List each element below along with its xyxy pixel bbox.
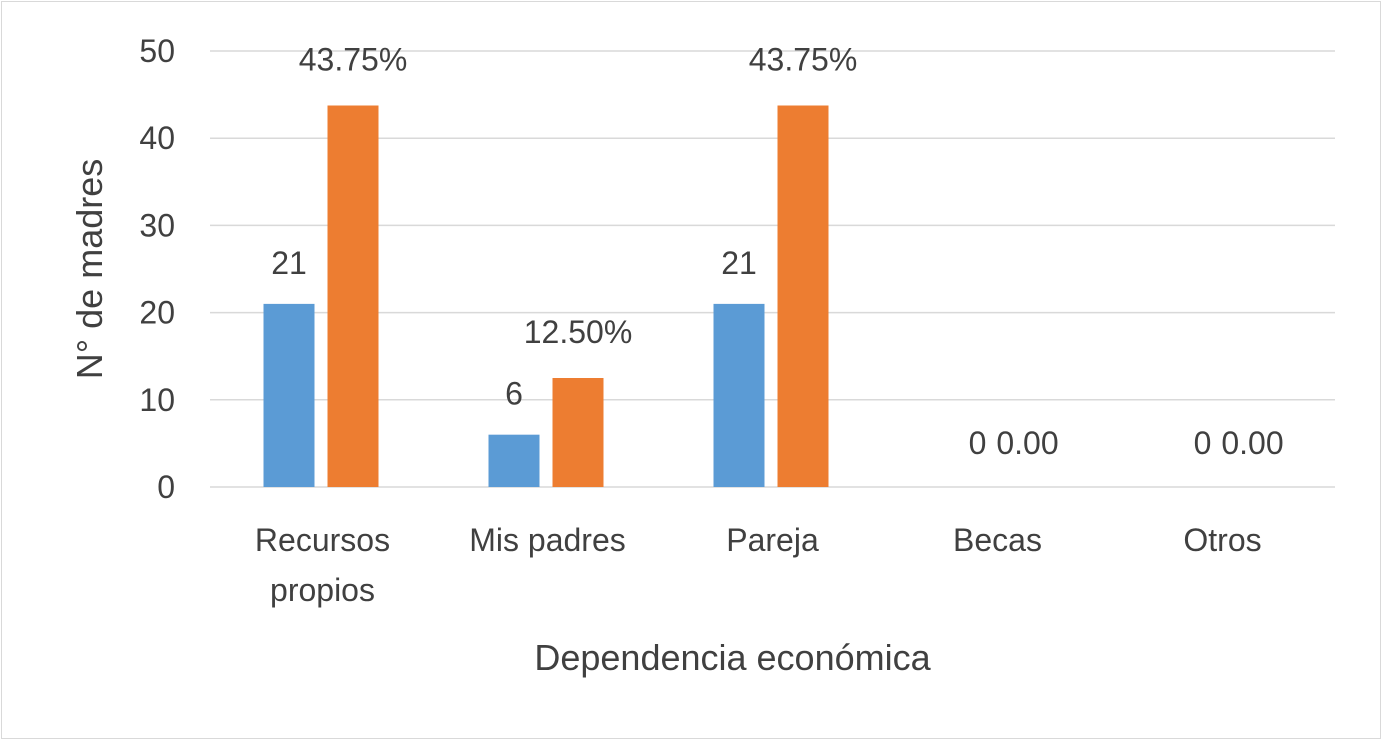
data-label: 6	[505, 376, 523, 412]
y-tick-label: 50	[139, 33, 175, 69]
bar-count	[263, 303, 315, 487]
x-tick-label: Mis padres	[469, 522, 626, 558]
y-tick-label: 30	[139, 207, 175, 243]
bar-percent	[327, 105, 379, 487]
data-label: 43.75%	[299, 42, 408, 78]
y-tick-label: 10	[139, 382, 175, 418]
data-label: 0	[969, 425, 987, 461]
x-tick-label: Recursos	[255, 522, 390, 558]
data-label: 43.75%	[749, 42, 858, 78]
data-label: 21	[721, 245, 757, 281]
y-tick-label: 0	[157, 469, 175, 505]
x-tick-label: Becas	[953, 522, 1042, 558]
y-tick-label: 20	[139, 295, 175, 331]
data-label: 0	[1194, 425, 1212, 461]
x-tick-label: Pareja	[726, 522, 819, 558]
x-axis-title: Dependencia económica	[534, 637, 931, 678]
y-tick-label: 40	[139, 120, 175, 156]
data-label: 12.50%	[524, 314, 633, 350]
bar-count	[488, 434, 540, 487]
bar-percent	[777, 105, 829, 487]
data-label: 21	[271, 245, 307, 281]
bar-percent	[552, 378, 604, 487]
data-label: 0.00	[996, 425, 1058, 461]
data-label: 0.00	[1221, 425, 1283, 461]
bar-count	[713, 303, 765, 487]
y-axis-title: N° de madres	[69, 159, 110, 379]
x-tick-label: propios	[270, 572, 375, 608]
x-tick-label: Otros	[1183, 522, 1261, 558]
